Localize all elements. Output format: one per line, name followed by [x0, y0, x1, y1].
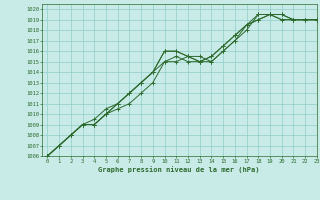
- X-axis label: Graphe pression niveau de la mer (hPa): Graphe pression niveau de la mer (hPa): [99, 167, 260, 173]
